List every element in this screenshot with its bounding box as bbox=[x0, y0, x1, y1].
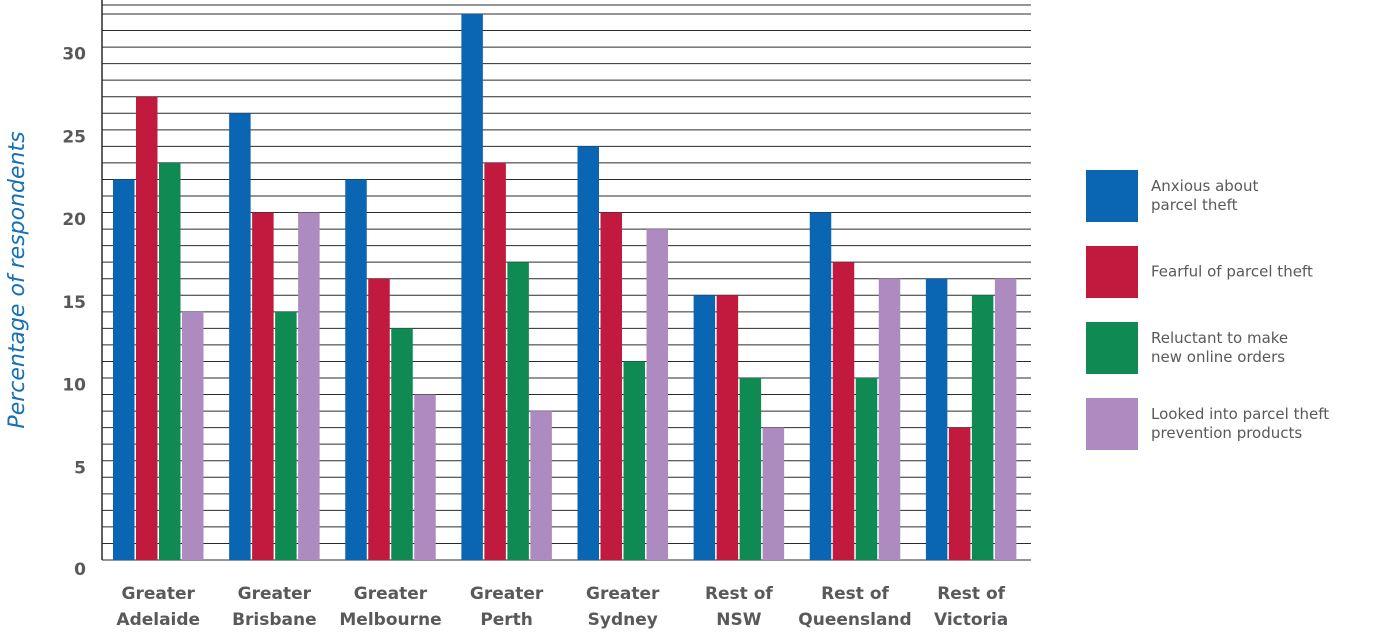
legend-label: Looked into parcel theft prevention prod… bbox=[1151, 405, 1330, 442]
y-tick-label: 0 bbox=[74, 560, 86, 580]
y-tick-label: 20 bbox=[62, 210, 86, 230]
bar bbox=[809, 212, 832, 560]
bar bbox=[414, 394, 436, 560]
y-tick-label: 15 bbox=[62, 293, 86, 313]
x-tick-label: Greater Brisbane bbox=[232, 584, 317, 630]
legend-label: Reluctant to make new online orders bbox=[1151, 329, 1289, 366]
bar bbox=[623, 361, 645, 560]
bar bbox=[507, 262, 529, 560]
legend-swatch bbox=[1086, 170, 1138, 222]
bar bbox=[855, 378, 878, 560]
y-tick-label: 10 bbox=[62, 376, 86, 396]
bar bbox=[252, 212, 274, 560]
bar bbox=[159, 162, 181, 560]
bar bbox=[275, 311, 297, 560]
legend-item: Reluctant to make new online orders bbox=[1086, 322, 1376, 374]
bar bbox=[577, 146, 599, 560]
bar bbox=[368, 278, 390, 560]
x-tick-label: Rest of Victoria bbox=[934, 584, 1008, 630]
legend: Anxious about parcel theft Fearful of par… bbox=[1086, 170, 1376, 474]
legend-item: Looked into parcel theft prevention prod… bbox=[1086, 398, 1376, 450]
bar bbox=[693, 295, 716, 560]
x-tick-label: Greater Melbourne bbox=[339, 584, 441, 630]
bar bbox=[716, 295, 739, 560]
bar bbox=[971, 295, 994, 560]
bar bbox=[600, 212, 622, 560]
bars bbox=[113, 14, 1017, 561]
bar bbox=[530, 411, 552, 560]
bar bbox=[925, 278, 948, 560]
x-tick-label: Greater Sydney bbox=[586, 584, 660, 630]
bar bbox=[345, 179, 367, 561]
bar bbox=[229, 113, 251, 560]
legend-swatch bbox=[1086, 398, 1138, 450]
legend-label: Anxious about parcel theft bbox=[1151, 177, 1259, 214]
x-tick-labels: Greater Adelaide Greater Brisbane Greater Mel… bbox=[116, 584, 1008, 630]
legend-item: Fearful of parcel theft bbox=[1086, 246, 1376, 298]
bar bbox=[461, 14, 483, 560]
bar bbox=[878, 278, 901, 560]
bar bbox=[948, 427, 971, 560]
y-tick-label: 30 bbox=[62, 45, 86, 65]
bar bbox=[762, 427, 785, 560]
legend-swatch bbox=[1086, 246, 1138, 298]
bar bbox=[113, 179, 135, 561]
x-tick-label: Rest of NSW bbox=[705, 584, 773, 630]
y-axis-label: Percentage of respondents bbox=[5, 131, 30, 428]
x-tick-label: Rest of Queensland bbox=[798, 584, 911, 630]
bar bbox=[832, 262, 855, 560]
bar bbox=[136, 96, 158, 561]
y-tick-labels: 0 5 10 15 20 25 30 bbox=[62, 45, 86, 580]
bar bbox=[646, 229, 668, 560]
y-tick-label: 25 bbox=[62, 127, 86, 147]
bar bbox=[182, 311, 204, 560]
legend-item: Anxious about parcel theft bbox=[1086, 170, 1376, 222]
x-tick-label: Greater Adelaide bbox=[116, 584, 200, 630]
bar bbox=[484, 162, 506, 560]
y-tick-label: 5 bbox=[74, 458, 86, 478]
bar bbox=[391, 328, 413, 560]
legend-swatch bbox=[1086, 322, 1138, 374]
legend-label: Fearful of parcel theft bbox=[1151, 262, 1313, 281]
x-tick-label: Greater Perth bbox=[470, 584, 544, 630]
bar bbox=[994, 278, 1017, 560]
bar bbox=[298, 212, 320, 560]
bar bbox=[739, 378, 762, 560]
